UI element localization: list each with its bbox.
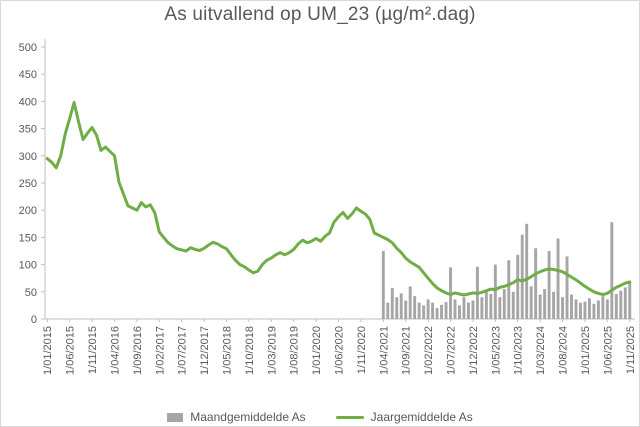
- legend-item-jaargemiddelde: Jaargemiddelde As: [335, 410, 473, 424]
- svg-text:1/08/2019: 1/08/2019: [289, 326, 301, 375]
- svg-text:450: 450: [19, 69, 37, 81]
- svg-text:1/02/2022: 1/02/2022: [423, 326, 435, 375]
- svg-text:1/11/2020: 1/11/2020: [356, 326, 368, 374]
- svg-text:1/12/2017: 1/12/2017: [199, 326, 211, 375]
- svg-text:1/01/2025: 1/01/2025: [580, 326, 592, 375]
- svg-text:1/06/2025: 1/06/2025: [602, 326, 614, 375]
- svg-text:1/03/2019: 1/03/2019: [266, 326, 278, 375]
- svg-text:0: 0: [31, 314, 37, 326]
- y-axis-labels: 0 50 100 150 200 250 300 350 400 450 500: [19, 42, 37, 326]
- svg-text:1/06/2020: 1/06/2020: [334, 326, 346, 375]
- svg-text:1/09/2021: 1/09/2021: [401, 326, 413, 375]
- legend: Maandgemiddelde As Jaargemiddelde As: [1, 410, 639, 424]
- svg-text:1/05/2023: 1/05/2023: [490, 326, 502, 375]
- svg-text:1/06/2015: 1/06/2015: [65, 326, 77, 375]
- x-axis-labels: 1/01/2015 1/06/2015 1/11/2015 1/04/2016 1/09…: [42, 326, 637, 375]
- svg-text:1/08/2024: 1/08/2024: [558, 326, 570, 375]
- svg-text:1/11/2025: 1/11/2025: [625, 326, 637, 374]
- svg-text:1/09/2016: 1/09/2016: [132, 326, 144, 375]
- svg-text:50: 50: [25, 287, 37, 299]
- bar-series-legend-marker: [167, 412, 184, 422]
- svg-text:1/07/2022: 1/07/2022: [446, 326, 458, 375]
- svg-text:1/10/2018: 1/10/2018: [244, 326, 256, 375]
- bar-series-maandgemiddelde: [381, 222, 632, 319]
- chart-title: As uitvallend op UM_23 (µg/m².dag): [164, 4, 476, 25]
- svg-text:200: 200: [19, 205, 37, 217]
- svg-text:1/05/2018: 1/05/2018: [222, 326, 234, 375]
- svg-text:150: 150: [19, 232, 37, 244]
- axes: [41, 39, 635, 322]
- svg-text:1/11/2015: 1/11/2015: [87, 326, 99, 374]
- svg-text:300: 300: [19, 151, 37, 163]
- svg-text:1/01/2020: 1/01/2020: [311, 326, 323, 375]
- svg-text:1/04/2016: 1/04/2016: [110, 326, 122, 375]
- svg-text:1/01/2015: 1/01/2015: [42, 326, 54, 375]
- svg-text:1/04/2021: 1/04/2021: [378, 326, 390, 375]
- legend-item-maandgemiddelde: Maandgemiddelde As: [167, 410, 306, 424]
- svg-text:1/07/2017: 1/07/2017: [177, 326, 189, 375]
- legend-label-maandgemiddelde: Maandgemiddelde As: [190, 410, 306, 424]
- line-series-legend-marker: [335, 415, 364, 419]
- svg-text:1/12/2022: 1/12/2022: [468, 326, 480, 375]
- svg-text:1/10/2023: 1/10/2023: [513, 326, 525, 375]
- svg-text:400: 400: [19, 96, 37, 108]
- svg-text:1/02/2017: 1/02/2017: [154, 326, 166, 375]
- svg-text:100: 100: [19, 260, 37, 272]
- svg-text:1/03/2024: 1/03/2024: [535, 326, 547, 375]
- legend-label-jaargemiddelde: Jaargemiddelde As: [370, 410, 473, 424]
- svg-text:350: 350: [19, 124, 37, 136]
- svg-text:500: 500: [19, 42, 37, 54]
- svg-text:250: 250: [19, 178, 37, 190]
- line-series-jaargemiddelde: [45, 101, 632, 297]
